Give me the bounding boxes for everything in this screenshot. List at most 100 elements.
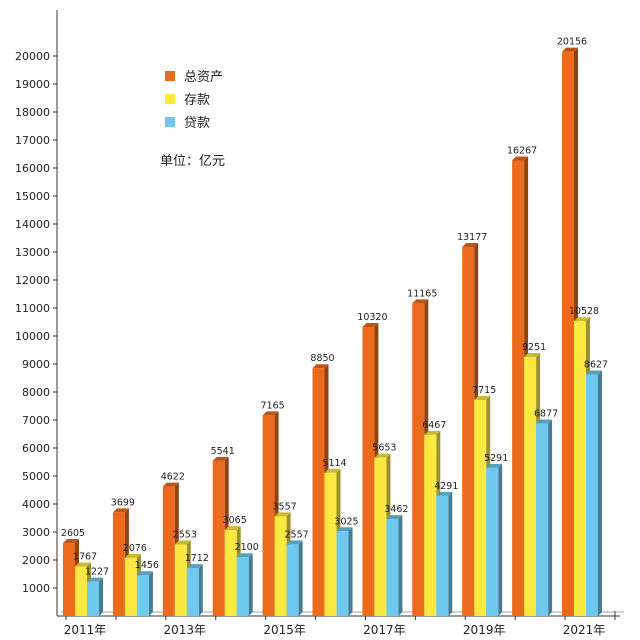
data-label-loans: 3025 (334, 516, 358, 527)
bar-loans (436, 495, 449, 616)
x-tick-label: 2021年 (563, 623, 606, 637)
legend: 总资产 存款 贷款 (165, 64, 275, 133)
bar-top-deposits (374, 453, 391, 458)
bar-top-loans (236, 553, 253, 558)
axes: 1000 2000 3000 4000 5000 6000 7000 8000 9000 1000… (15, 10, 624, 637)
x-tick-label: 2013年 (164, 623, 207, 637)
bar-loans (236, 557, 249, 616)
bar-loans (286, 544, 299, 616)
bar-top-deposits (524, 352, 541, 357)
bar-top-loans (486, 463, 503, 468)
bar-top-deposits (274, 512, 291, 517)
y-tick-label: 16000 (15, 162, 50, 175)
y-tick-label: 11000 (15, 302, 50, 315)
x-tick-label: 2011年 (64, 623, 107, 637)
bar-deposits (524, 356, 537, 616)
data-label-total-assets: 10320 (357, 312, 387, 323)
data-label-loans: 5291 (484, 453, 508, 464)
bar-side-loans (548, 419, 553, 616)
legend-label-deposits: 存款 (184, 93, 211, 108)
bar-top-total-assets (412, 299, 429, 304)
bar-side-loans (448, 491, 453, 616)
bar-side-loans (348, 527, 353, 616)
y-tick-label: 3000 (22, 526, 50, 539)
y-tick-label: 6000 (22, 442, 50, 455)
data-label-total-assets: 13177 (457, 232, 487, 243)
bar-loans (486, 467, 499, 616)
y-tick-label: 13000 (15, 246, 50, 259)
data-label-deposits: 2076 (123, 543, 147, 554)
bar-side-loans (498, 463, 503, 616)
bar-deposits (124, 557, 137, 616)
bar-top-deposits (474, 395, 491, 400)
y-tick-label: 4000 (22, 498, 50, 511)
data-label-total-assets: 7165 (261, 400, 285, 411)
data-label-loans: 3462 (384, 504, 408, 515)
legend-swatch-total-assets (165, 70, 175, 81)
bar-side-loans (248, 553, 253, 616)
unit-note: 单位：亿元 (160, 154, 226, 169)
bar-side-loans (198, 564, 203, 616)
bar-top-loans (386, 515, 403, 520)
x-tick-label: 2017年 (363, 623, 406, 637)
bar-top-total-assets (462, 243, 479, 248)
y-tick-label: 1000 (22, 582, 50, 595)
data-label-loans: 1456 (135, 560, 159, 571)
data-label-deposits: 6467 (422, 420, 446, 431)
bar-top-total-assets (262, 411, 279, 416)
bar-total-assets (212, 460, 225, 616)
bar-top-deposits (574, 317, 590, 322)
bar-deposits (374, 457, 387, 616)
bar-top-deposits (424, 430, 441, 435)
bar-deposits (474, 399, 487, 616)
bar-top-loans (536, 419, 553, 424)
data-label-deposits: 3065 (223, 515, 247, 526)
bar-top-total-assets (63, 539, 79, 544)
data-label-deposits: 7715 (472, 385, 496, 396)
y-tick-label: 19000 (15, 78, 50, 91)
legend-swatch-deposits (165, 93, 175, 104)
data-label-total-assets: 5541 (211, 446, 235, 457)
bar-loans (186, 568, 199, 616)
y-tick-label: 2000 (22, 554, 50, 567)
y-tick-label: 20000 (15, 50, 50, 63)
bar-deposits (324, 472, 337, 616)
legend-swatch-loans (165, 116, 175, 127)
data-label-deposits: 1767 (73, 552, 97, 563)
bar-top-total-assets (362, 323, 379, 328)
y-tick-label: 15000 (15, 190, 50, 203)
y-tick-label: 5000 (22, 470, 50, 483)
bar-total-assets (562, 51, 574, 616)
legend-item-total-assets: 总资产 (165, 64, 275, 87)
bar-side-loans (99, 577, 103, 616)
data-label-loans: 2100 (235, 542, 259, 553)
y-tick-label: 14000 (15, 218, 50, 231)
data-label-total-assets: 3699 (111, 497, 135, 508)
data-label-deposits: 5114 (322, 458, 346, 469)
bar-top-loans (336, 527, 353, 532)
data-label-total-assets: 4622 (161, 472, 185, 483)
data-label-total-assets: 11165 (407, 288, 437, 299)
data-label-total-assets: 2605 (61, 528, 85, 539)
bar-top-total-assets (162, 482, 179, 487)
bar-top-total-assets (562, 47, 578, 52)
data-label-loans: 1227 (85, 567, 109, 578)
bar-deposits (274, 516, 287, 616)
bar-top-deposits (324, 468, 341, 473)
bar-side-loans (598, 370, 602, 616)
bar-total-assets (462, 247, 475, 616)
bar-side-loans (398, 515, 403, 616)
bars (63, 47, 602, 617)
data-label-loans: 1712 (185, 553, 209, 564)
bar-total-assets (63, 543, 75, 616)
data-label-loans: 6877 (534, 408, 558, 419)
bar-loans (136, 575, 149, 616)
bar-top-loans (186, 564, 203, 569)
data-label-loans: 2557 (285, 529, 309, 540)
bar-deposits (75, 566, 87, 616)
data-label-loans: 4291 (434, 481, 458, 492)
bar-total-assets (162, 486, 175, 616)
y-tick-label: 10000 (15, 330, 50, 343)
bar-total-assets (412, 303, 425, 616)
bar-top-total-assets (112, 508, 129, 513)
